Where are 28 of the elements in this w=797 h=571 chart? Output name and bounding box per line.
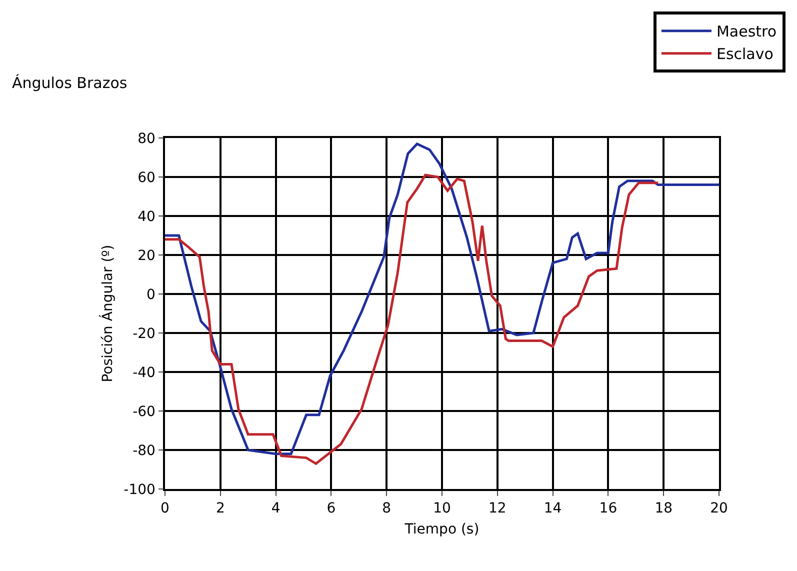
- x-tick-label: 0: [160, 500, 170, 517]
- y-tick-label: 0: [146, 286, 156, 303]
- y-tick-label: -60: [132, 404, 156, 420]
- y-axis-title: Posición Ángular (º): [98, 244, 116, 382]
- x-tick-label: 16: [599, 500, 618, 517]
- y-tick-label: 80: [138, 130, 156, 147]
- y-tick-label: -80: [132, 442, 156, 459]
- x-tick-label: 2: [216, 500, 225, 517]
- x-tick-label: 14: [544, 500, 562, 517]
- y-tick-label: 60: [138, 170, 156, 186]
- y-tick-label: -20: [132, 326, 156, 342]
- x-axis-title: Tiempo (s): [404, 521, 480, 538]
- y-tick-label: 40: [138, 208, 156, 225]
- chart-title: Ángulos Brazos: [12, 74, 128, 92]
- y-tick-label: 20: [138, 248, 156, 264]
- x-tick-label: 10: [433, 500, 451, 517]
- line-series: [165, 142, 719, 456]
- x-tick-label: 12: [488, 500, 506, 517]
- x-tick-label: 6: [326, 500, 336, 517]
- x-tick-label: 18: [654, 500, 673, 517]
- line-series: [165, 174, 660, 465]
- legend-label: Esclavo: [716, 45, 774, 64]
- x-tick-label: 20: [710, 500, 728, 517]
- y-tick-label: -100: [124, 482, 156, 498]
- x-tick-label: 8: [382, 500, 392, 517]
- y-tick-label: -40: [132, 364, 156, 381]
- legend-label: Maestro: [716, 22, 777, 41]
- x-tick-label: 4: [271, 500, 280, 517]
